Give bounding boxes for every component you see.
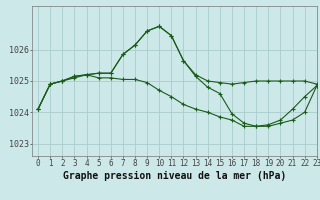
X-axis label: Graphe pression niveau de la mer (hPa): Graphe pression niveau de la mer (hPa) [63,171,286,181]
